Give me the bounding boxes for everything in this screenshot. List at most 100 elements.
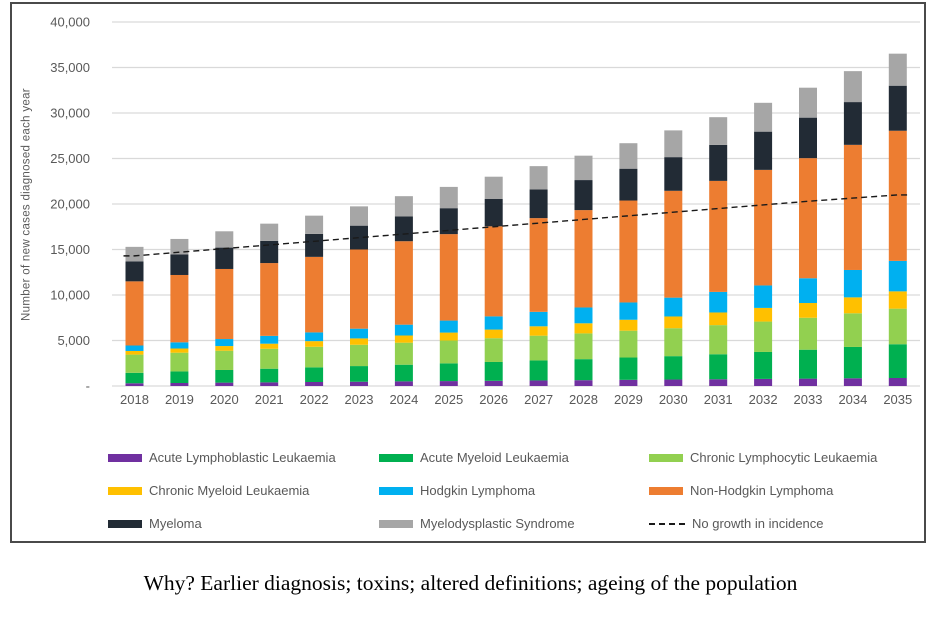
bar-segment-2026-myelodysplastic-syndrome — [484, 176, 503, 199]
bar-segment-2033-myeloma — [799, 117, 817, 159]
x-axis-tick-label: 2021 — [255, 392, 284, 407]
bar-segment-2033-hodgkin-lymphoma — [799, 278, 817, 304]
bar-segment-2029-acute-myeloid-leukaemia — [619, 357, 638, 380]
no-growth-line — [123, 194, 909, 257]
bar-segment-2025-chronic-lymphocytic-leukaemia — [439, 340, 458, 364]
bar-segment-2035-chronic-myeloid-leukaemia — [888, 291, 907, 309]
bar-segment-2027-chronic-lymphocytic-leukaemia — [529, 335, 548, 361]
bar-segment-2018-myeloma — [125, 261, 144, 282]
bar-segment-2018-acute-myeloid-leukaemia — [125, 372, 144, 384]
bar-segment-2033-chronic-myeloid-leukaemia — [799, 303, 817, 318]
y-axis-title: Number of new cases diagnosed each year — [20, 88, 33, 321]
bar-segment-2035-myeloma — [888, 85, 907, 131]
bar-segment-2032-chronic-lymphocytic-leukaemia — [754, 321, 773, 352]
bar-segment-2020-myelodysplastic-syndrome — [215, 231, 234, 248]
bar-segment-2034-acute-myeloid-leukaemia — [843, 346, 862, 379]
bar-segment-2023-acute-myeloid-leukaemia — [350, 366, 368, 382]
bar-segment-2025-acute-lymphoblastic-leukaemia — [439, 381, 458, 386]
bar-segment-2020-acute-lymphoblastic-leukaemia — [215, 382, 234, 386]
bar-segment-2020-chronic-myeloid-leukaemia — [215, 346, 234, 351]
bar-segment-2028-acute-myeloid-leukaemia — [574, 359, 593, 381]
bar-segment-2022-myeloma — [305, 233, 324, 257]
x-axis-tick-label: 2032 — [749, 392, 778, 407]
bar-segment-2024-acute-lymphoblastic-leukaemia — [394, 381, 413, 386]
bar-segment-2028-non-hodgkin-lymphoma — [574, 210, 593, 308]
bar-segment-2032-hodgkin-lymphoma — [754, 285, 773, 308]
bar-segment-2032-chronic-myeloid-leukaemia — [754, 307, 773, 322]
bar-segment-2025-chronic-myeloid-leukaemia — [439, 332, 458, 341]
y-axis-tick-label: 10,000 — [50, 288, 90, 303]
bar-segment-2030-acute-lymphoblastic-leukaemia — [664, 379, 683, 386]
x-axis-tick-label: 2026 — [479, 392, 508, 407]
x-axis-tick-label: 2030 — [659, 392, 688, 407]
bar-segment-2031-acute-lymphoblastic-leukaemia — [709, 379, 728, 386]
y-axis-tick-label: 20,000 — [50, 197, 90, 212]
bar-segment-2030-chronic-myeloid-leukaemia — [664, 316, 683, 329]
bar-segment-2018-myelodysplastic-syndrome — [125, 246, 144, 262]
legend-label: Non-Hodgkin Lymphoma — [690, 483, 834, 498]
bar-segment-2033-acute-lymphoblastic-leukaemia — [799, 378, 817, 386]
bar-segment-2022-non-hodgkin-lymphoma — [305, 256, 324, 333]
bar-segment-2034-hodgkin-lymphoma — [843, 269, 862, 298]
bar-segment-2031-myeloma — [709, 144, 728, 181]
bar-segment-2030-myelodysplastic-syndrome — [664, 130, 683, 158]
bar-segment-2021-myelodysplastic-syndrome — [260, 223, 279, 241]
bar-segment-2026-non-hodgkin-lymphoma — [484, 226, 503, 317]
bar-segment-2034-chronic-myeloid-leukaemia — [843, 297, 862, 314]
bar-segment-2024-myeloma — [394, 216, 413, 242]
legend-item-hodgkin-lymphoma: Hodgkin Lymphoma — [379, 483, 535, 498]
bar-segment-2023-hodgkin-lymphoma — [350, 328, 368, 339]
bar-segment-2032-myeloma — [754, 131, 773, 170]
bar-segment-2023-acute-lymphoblastic-leukaemia — [350, 381, 368, 386]
bar-segment-2019-chronic-myeloid-leukaemia — [170, 348, 189, 353]
bar-segment-2019-acute-lymphoblastic-leukaemia — [170, 382, 189, 386]
bar-segment-2022-acute-lymphoblastic-leukaemia — [305, 381, 324, 386]
legend-swatch-icon — [379, 519, 413, 528]
bar-segment-2035-acute-myeloid-leukaemia — [888, 344, 907, 378]
bar-segment-2025-non-hodgkin-lymphoma — [439, 234, 458, 321]
bar-segment-2020-myeloma — [215, 247, 234, 269]
bar-segment-2034-non-hodgkin-lymphoma — [843, 144, 862, 270]
bar-segment-2032-acute-lymphoblastic-leukaemia — [754, 378, 773, 386]
bar-segment-2029-hodgkin-lymphoma — [619, 302, 638, 320]
legend-swatch-icon — [108, 519, 142, 528]
bar-segment-2027-myeloma — [529, 189, 548, 219]
legend-swatch-icon — [379, 453, 413, 462]
x-axis-tick-label: 2019 — [165, 392, 194, 407]
bar-segment-2028-chronic-lymphocytic-leukaemia — [574, 333, 593, 360]
bar-segment-2022-myelodysplastic-syndrome — [305, 215, 324, 234]
bar-segment-2021-myeloma — [260, 240, 279, 264]
x-axis-tick-label: 2033 — [794, 392, 823, 407]
bar-segment-2034-chronic-lymphocytic-leukaemia — [843, 313, 862, 347]
bar-segment-2031-hodgkin-lymphoma — [709, 291, 728, 313]
legend-item-no-growth-in-incidence: No growth in incidence — [649, 516, 824, 531]
bar-segment-2030-myeloma — [664, 157, 683, 191]
bar-segment-2025-myeloma — [439, 208, 458, 235]
bar-segment-2030-hodgkin-lymphoma — [664, 297, 683, 317]
x-axis-tick-label: 2034 — [838, 392, 867, 407]
x-axis-tick-label: 2025 — [434, 392, 463, 407]
bar-segment-2033-myelodysplastic-syndrome — [799, 87, 817, 118]
bar-segment-2034-acute-lymphoblastic-leukaemia — [843, 378, 862, 386]
bar-segment-2029-non-hodgkin-lymphoma — [619, 200, 638, 303]
bar-segment-2026-acute-myeloid-leukaemia — [484, 361, 503, 381]
bar-segment-2018-non-hodgkin-lymphoma — [125, 281, 144, 346]
legend-swatch-icon — [108, 453, 142, 462]
bar-segment-2023-non-hodgkin-lymphoma — [350, 249, 368, 329]
bar-segment-2019-acute-myeloid-leukaemia — [170, 371, 189, 383]
legend-swatch-icon — [649, 453, 683, 462]
bar-segment-2033-non-hodgkin-lymphoma — [799, 158, 817, 279]
bar-segment-2019-chronic-lymphocytic-leukaemia — [170, 352, 189, 372]
bar-segment-2027-acute-lymphoblastic-leukaemia — [529, 380, 548, 386]
legend-label: Chronic Lymphocytic Leukaemia — [690, 450, 878, 465]
bar-segment-2022-chronic-myeloid-leukaemia — [305, 341, 324, 347]
bar-segment-2034-myelodysplastic-syndrome — [843, 71, 862, 103]
caption-text: Why? Earlier diagnosis; toxins; altered … — [143, 571, 798, 595]
bar-segment-2027-myelodysplastic-syndrome — [529, 166, 548, 190]
bar-segment-2029-acute-lymphoblastic-leukaemia — [619, 379, 638, 386]
bar-segment-2018-hodgkin-lymphoma — [125, 345, 144, 351]
y-axis-tick-label: 5,000 — [57, 333, 90, 348]
bar-segment-2030-chronic-lymphocytic-leukaemia — [664, 328, 683, 357]
bar-segment-2031-chronic-lymphocytic-leukaemia — [709, 325, 728, 355]
bar-segment-2029-myeloma — [619, 168, 638, 201]
